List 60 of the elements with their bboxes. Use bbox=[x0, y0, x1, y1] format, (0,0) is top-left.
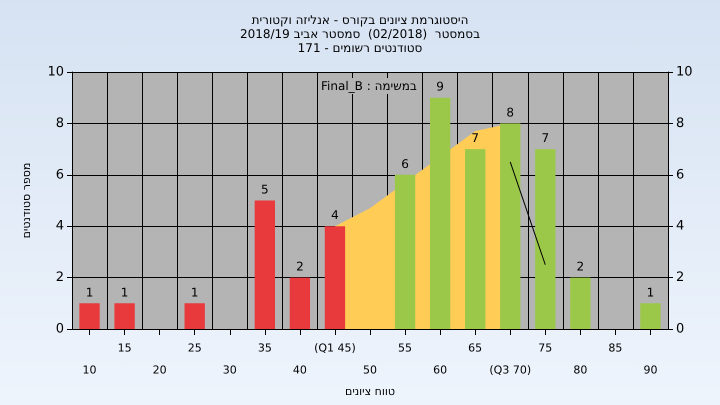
data-label: 7 bbox=[541, 131, 550, 146]
bar bbox=[535, 149, 556, 329]
data-label: 1 bbox=[86, 285, 94, 300]
data-label: 1 bbox=[120, 285, 128, 300]
y2-tick-label: 4 bbox=[676, 218, 684, 234]
bar bbox=[465, 149, 486, 329]
x-tick-label: 10 bbox=[82, 364, 97, 376]
x-tick-label: 25 bbox=[188, 342, 202, 354]
y2-tick-label: 6 bbox=[676, 167, 684, 182]
x-tick-label: 75 bbox=[538, 342, 552, 354]
data-label: 2 bbox=[296, 260, 304, 274]
x-tick-label: (Q1 45) bbox=[314, 342, 356, 354]
data-label: 1 bbox=[190, 285, 199, 300]
x-tick-label: 30 bbox=[222, 364, 237, 376]
x-tick-label: (Q3 70) bbox=[489, 364, 532, 376]
data-label: 2 bbox=[576, 260, 584, 274]
bar bbox=[324, 226, 346, 329]
bar bbox=[254, 200, 275, 329]
x-tick-label: 50 bbox=[363, 364, 377, 376]
data-label: 9 bbox=[436, 80, 444, 94]
data-label: 7 bbox=[471, 131, 479, 146]
x-tick-label: 35 bbox=[258, 342, 272, 354]
x-tick-label: 60 bbox=[433, 364, 448, 376]
x-tick-label: 15 bbox=[118, 342, 132, 354]
data-label: 6 bbox=[401, 156, 409, 171]
y-tick-label: 10 bbox=[47, 64, 64, 80]
y-axis-title: מספר סטודנטים bbox=[20, 162, 33, 238]
data-label: 4 bbox=[331, 208, 339, 222]
bar bbox=[570, 278, 591, 329]
y2-tick-label: 8 bbox=[676, 116, 684, 131]
y-tick-label: 2 bbox=[56, 270, 64, 286]
bar bbox=[500, 123, 520, 329]
bar bbox=[114, 303, 135, 329]
x-tick-label: 90 bbox=[643, 364, 658, 376]
data-label: 8 bbox=[506, 105, 514, 120]
chart-title: היסטוגרמת ציונים בקורס - אנליזה וקטורית bbox=[252, 13, 468, 27]
annotation: Final_B : במשימה bbox=[321, 79, 417, 93]
bar bbox=[430, 98, 450, 329]
y2-tick-label: 2 bbox=[676, 270, 684, 286]
bar bbox=[79, 303, 100, 329]
y2-tick-label: 0 bbox=[676, 322, 684, 336]
y2-tick-label: 10 bbox=[676, 64, 693, 80]
data-label: 5 bbox=[261, 182, 269, 196]
x-tick-label: 85 bbox=[608, 342, 622, 354]
bar bbox=[640, 303, 661, 329]
chart-subtitle: בסמסטר (02/2018) סמסטר אביב 2018/19 סטודנטים רשומים - 171 bbox=[240, 27, 480, 55]
x-tick-label: 20 bbox=[152, 364, 167, 376]
bar bbox=[394, 174, 416, 329]
x-tick-label: 65 bbox=[468, 342, 482, 354]
x-axis-title: טווח ציונים bbox=[345, 384, 395, 398]
bar bbox=[290, 278, 310, 329]
y-tick-label: 8 bbox=[56, 116, 64, 131]
x-tick-label: 40 bbox=[292, 364, 307, 376]
x-tick-label: 55 bbox=[398, 342, 412, 354]
data-label: 1 bbox=[646, 285, 654, 300]
bar bbox=[184, 303, 205, 329]
y-tick-label: 0 bbox=[56, 322, 64, 336]
y-tick-label: 6 bbox=[56, 167, 64, 182]
y-tick-label: 4 bbox=[56, 218, 64, 234]
x-tick-label: 80 bbox=[573, 364, 588, 376]
